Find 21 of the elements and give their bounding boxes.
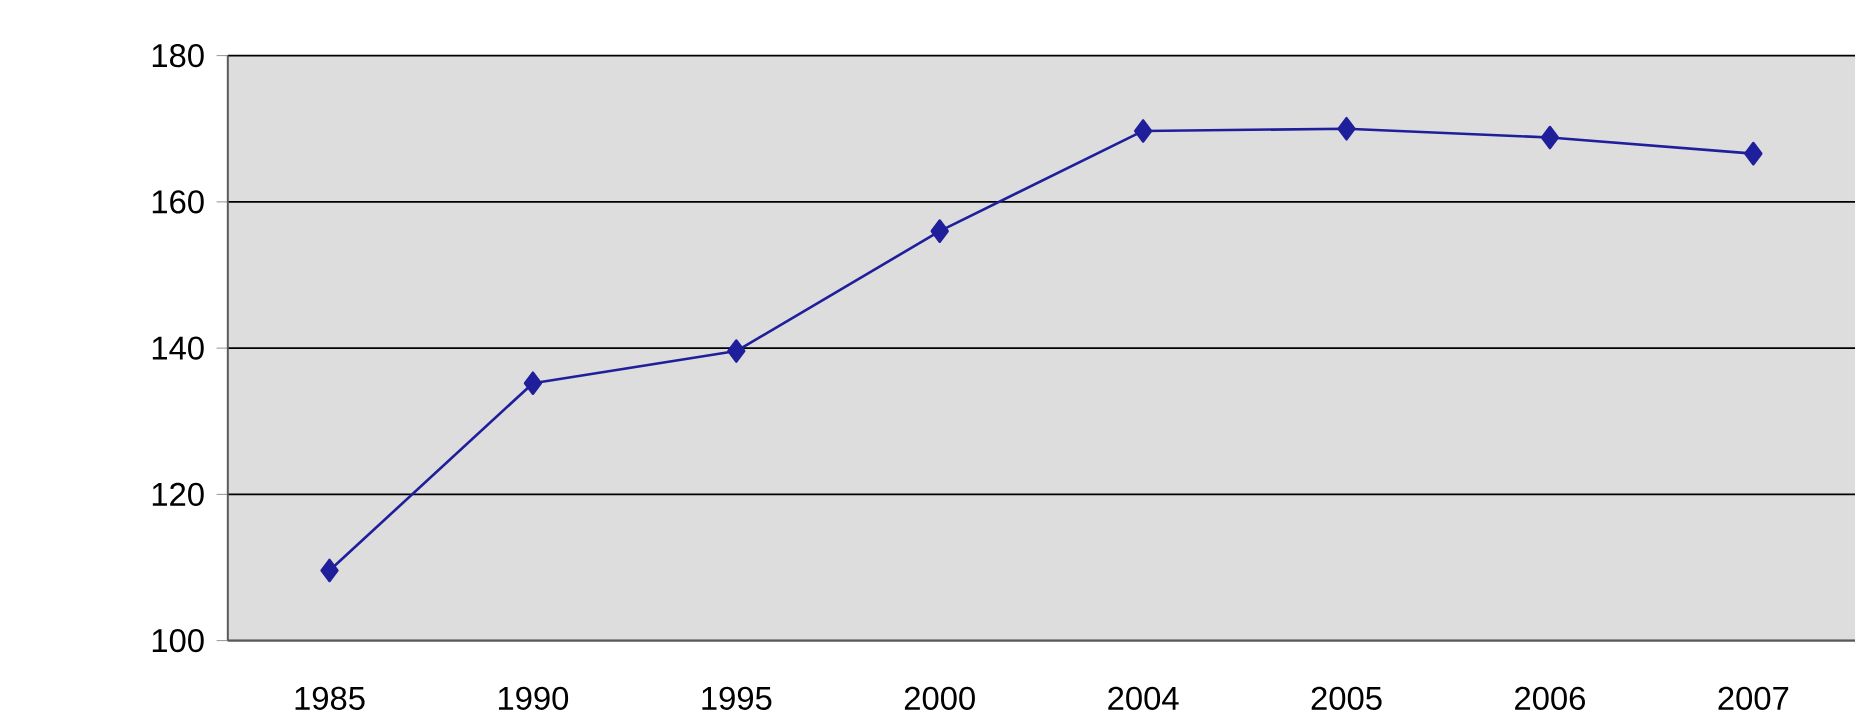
- x-tick-label: 2007: [1718, 686, 1789, 710]
- point: [320, 558, 339, 583]
- y-tick-label: 140: [152, 336, 204, 360]
- x-tick-label: 1995: [702, 686, 772, 710]
- y-tick-label: 180: [152, 44, 204, 68]
- y-tick-label: 160: [152, 190, 204, 214]
- x-tick-label: 2006: [1515, 686, 1585, 710]
- x-tick-label: 2000: [904, 686, 975, 710]
- y-tick-label: 120: [152, 482, 204, 507]
- point: [727, 339, 746, 363]
- y-tick-label: 100: [152, 629, 204, 653]
- point: [930, 219, 949, 243]
- point: [1744, 141, 1763, 166]
- point: [1337, 117, 1356, 141]
- x-tick-label: 1985: [295, 686, 365, 710]
- x-tick-label: 2004: [1108, 686, 1179, 710]
- x-tick-label: 2005: [1311, 686, 1382, 710]
- x-tick-label: 1990: [498, 686, 569, 710]
- point: [1133, 119, 1153, 143]
- point: [523, 371, 543, 396]
- point: [1540, 125, 1560, 150]
